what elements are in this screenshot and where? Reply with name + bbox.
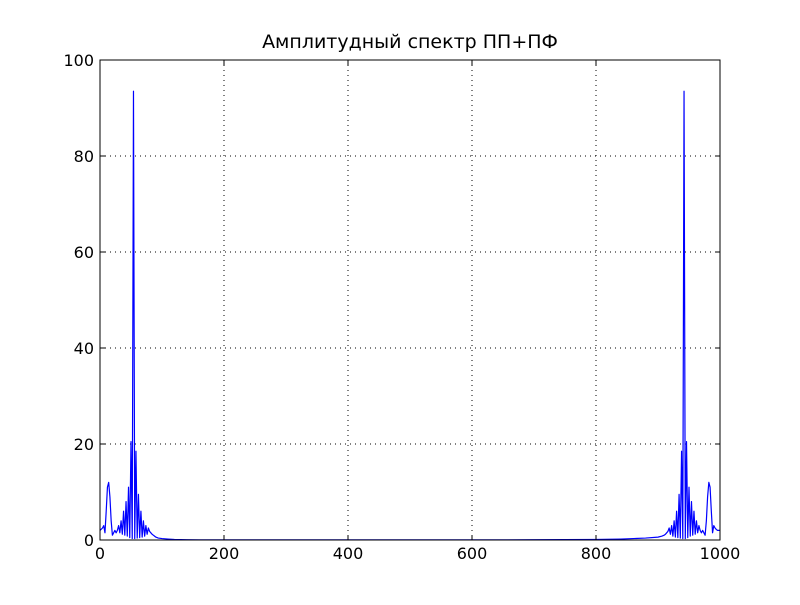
y-tick-label: 20 <box>74 435 94 454</box>
y-tick-label: 100 <box>63 51 94 70</box>
chart-title: Амплитудный спектр ПП+ПФ <box>262 31 558 53</box>
plot-area-frame <box>99 59 721 541</box>
x-tick-label: 600 <box>457 544 488 563</box>
tick-layer: 0 200 400 600 800 1000 0 20 40 60 80 100 <box>63 51 740 563</box>
x-tick-label: 0 <box>95 544 105 563</box>
y-tick-label: 40 <box>74 339 94 358</box>
y-tick-label: 60 <box>74 243 94 262</box>
x-tick-label: 800 <box>581 544 612 563</box>
y-tick-label: 0 <box>84 531 94 550</box>
y-tick-label: 80 <box>74 147 94 166</box>
x-tick-label: 200 <box>209 544 240 563</box>
x-tick-label: 1000 <box>700 544 741 563</box>
x-tick-label: 400 <box>333 544 364 563</box>
